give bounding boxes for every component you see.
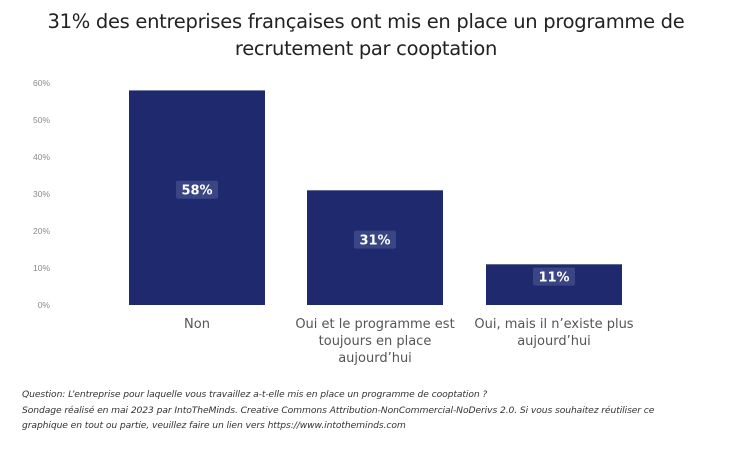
y-tick-label: 40% bbox=[33, 152, 50, 162]
x-category-label-line: Oui, mais il n’existe plus bbox=[474, 317, 634, 332]
y-tick-label: 50% bbox=[33, 115, 50, 125]
y-tick-label: 10% bbox=[33, 263, 50, 273]
bars: 58% 31% 11% bbox=[129, 90, 622, 306]
x-category-label-line: Non bbox=[184, 317, 210, 332]
footer-source-line-2: graphique en tout ou partie, veuillez fa… bbox=[22, 420, 406, 431]
x-category-label: Non bbox=[112, 316, 282, 333]
chart-footer: Question: L’entreprise pour laquelle vou… bbox=[22, 387, 722, 434]
data-label-background bbox=[354, 230, 396, 249]
footer-question: Question: L’entreprise pour laquelle vou… bbox=[22, 389, 488, 400]
x-category-label-line: aujourd’hui bbox=[338, 351, 412, 366]
footer-source-line-1: Sondage réalisé en mai 2023 par IntoTheM… bbox=[22, 404, 655, 416]
y-tick-label: 30% bbox=[33, 189, 50, 199]
data-label: 58% bbox=[181, 184, 212, 199]
chart-title-line-2: recrutement par cooptation bbox=[234, 37, 498, 60]
x-category-label-line: aujourd’hui bbox=[517, 334, 591, 349]
data-label: 11% bbox=[538, 271, 569, 286]
data-label: 31% bbox=[359, 234, 390, 249]
y-tick-label: 60% bbox=[33, 78, 50, 88]
chart-title: 31% des entreprises françaises ont mis e… bbox=[0, 8, 732, 62]
y-tick-label: 0% bbox=[38, 300, 51, 310]
x-category-label: Oui, mais il n’existe plus aujourd’hui bbox=[469, 316, 639, 350]
chart-title-line-1: 31% des entreprises françaises ont mis e… bbox=[47, 10, 685, 33]
bar-chart: 0% 10% 20% 30% 40% 50% 60% 58% 31% 11% bbox=[33, 78, 622, 310]
y-tick-label: 20% bbox=[33, 226, 50, 236]
y-axis: 0% 10% 20% 30% 40% 50% 60% bbox=[33, 78, 50, 310]
data-label-background bbox=[176, 180, 218, 199]
x-category-label-line: Oui et le programme est bbox=[295, 317, 455, 332]
x-category-label-line: toujours en place bbox=[318, 334, 432, 349]
x-category-label: Oui et le programme est toujours en place… bbox=[290, 316, 460, 367]
data-label-background bbox=[533, 267, 575, 286]
